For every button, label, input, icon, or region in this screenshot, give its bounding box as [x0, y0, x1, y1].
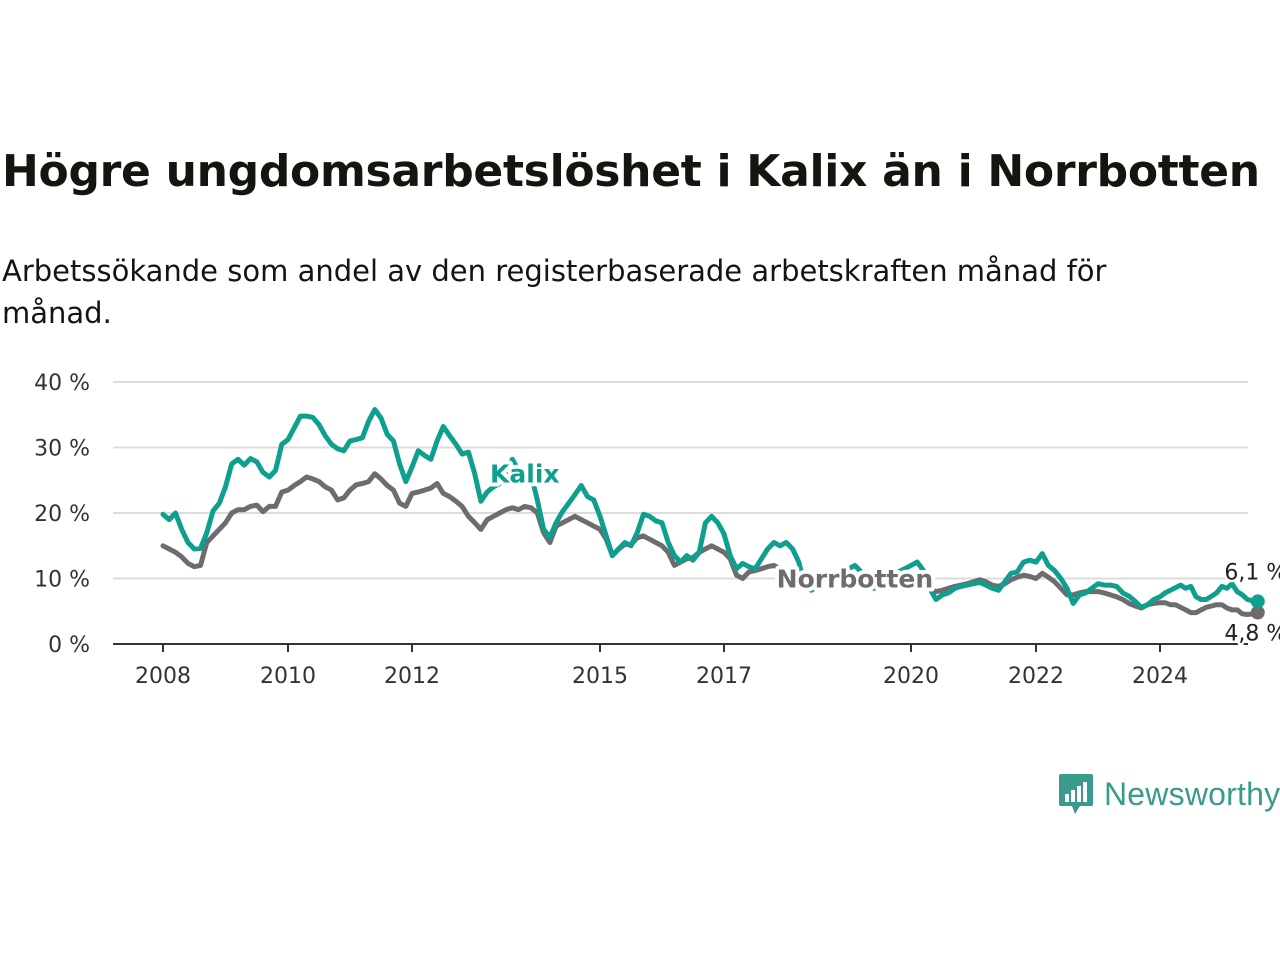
x-tick-label: 2022: [1008, 664, 1064, 689]
end-value-label-norrbotten: 4,8 %: [1224, 622, 1280, 647]
end-point-kalix: [1250, 594, 1265, 609]
x-tick-label: 2012: [384, 664, 440, 689]
x-tick-label: 2010: [260, 664, 316, 689]
x-tick-label: 2017: [696, 664, 752, 689]
brand-name: Newsworthy: [1104, 775, 1280, 812]
series-label-kalix: Kalix: [490, 460, 560, 489]
x-axis: 2008 2010 2012 2015 2017 2020 2022 2024: [113, 643, 1248, 689]
bar-chart-speech-bubble-icon: [1059, 774, 1093, 814]
chart-title: Högre ungdomsarbetslöshet i Kalix än i N…: [2, 146, 1260, 197]
y-gridlines: [113, 381, 1248, 580]
series-lines: [160, 407, 1265, 620]
y-tick-label: 10 %: [34, 568, 90, 593]
x-tick-label: 2015: [572, 664, 628, 689]
y-tick-label: 30 %: [34, 437, 90, 462]
x-tick-label: 2008: [135, 664, 191, 689]
y-axis-ticks: 0 % 10 % 20 % 30 % 40 %: [34, 371, 90, 658]
line-chart: 0 % 10 % 20 % 30 % 40 % 2008 2010 2012 2015 2017…: [34, 371, 1280, 689]
y-tick-label: 40 %: [34, 371, 90, 396]
y-tick-label: 0 %: [48, 633, 90, 658]
end-point-norrbotten: [1250, 605, 1265, 620]
chart-subtitle: Arbetssökande som andel av den registerb…: [2, 254, 1107, 330]
newsworthy-logo: Newsworthy: [1058, 772, 1280, 816]
series-labels: Kalix 6,1 % Norrbotten 4,8 %: [486, 456, 1280, 649]
end-value-label-kalix: 6,1 %: [1224, 560, 1280, 585]
x-tick-label: 2020: [883, 664, 939, 689]
x-tick-label: 2024: [1132, 664, 1188, 689]
y-tick-label: 20 %: [34, 502, 90, 527]
series-label-norrbotten: Norrbotten: [777, 565, 933, 594]
series-line-kalix: [160, 407, 1261, 610]
series-line-norrbotten: [160, 471, 1261, 617]
